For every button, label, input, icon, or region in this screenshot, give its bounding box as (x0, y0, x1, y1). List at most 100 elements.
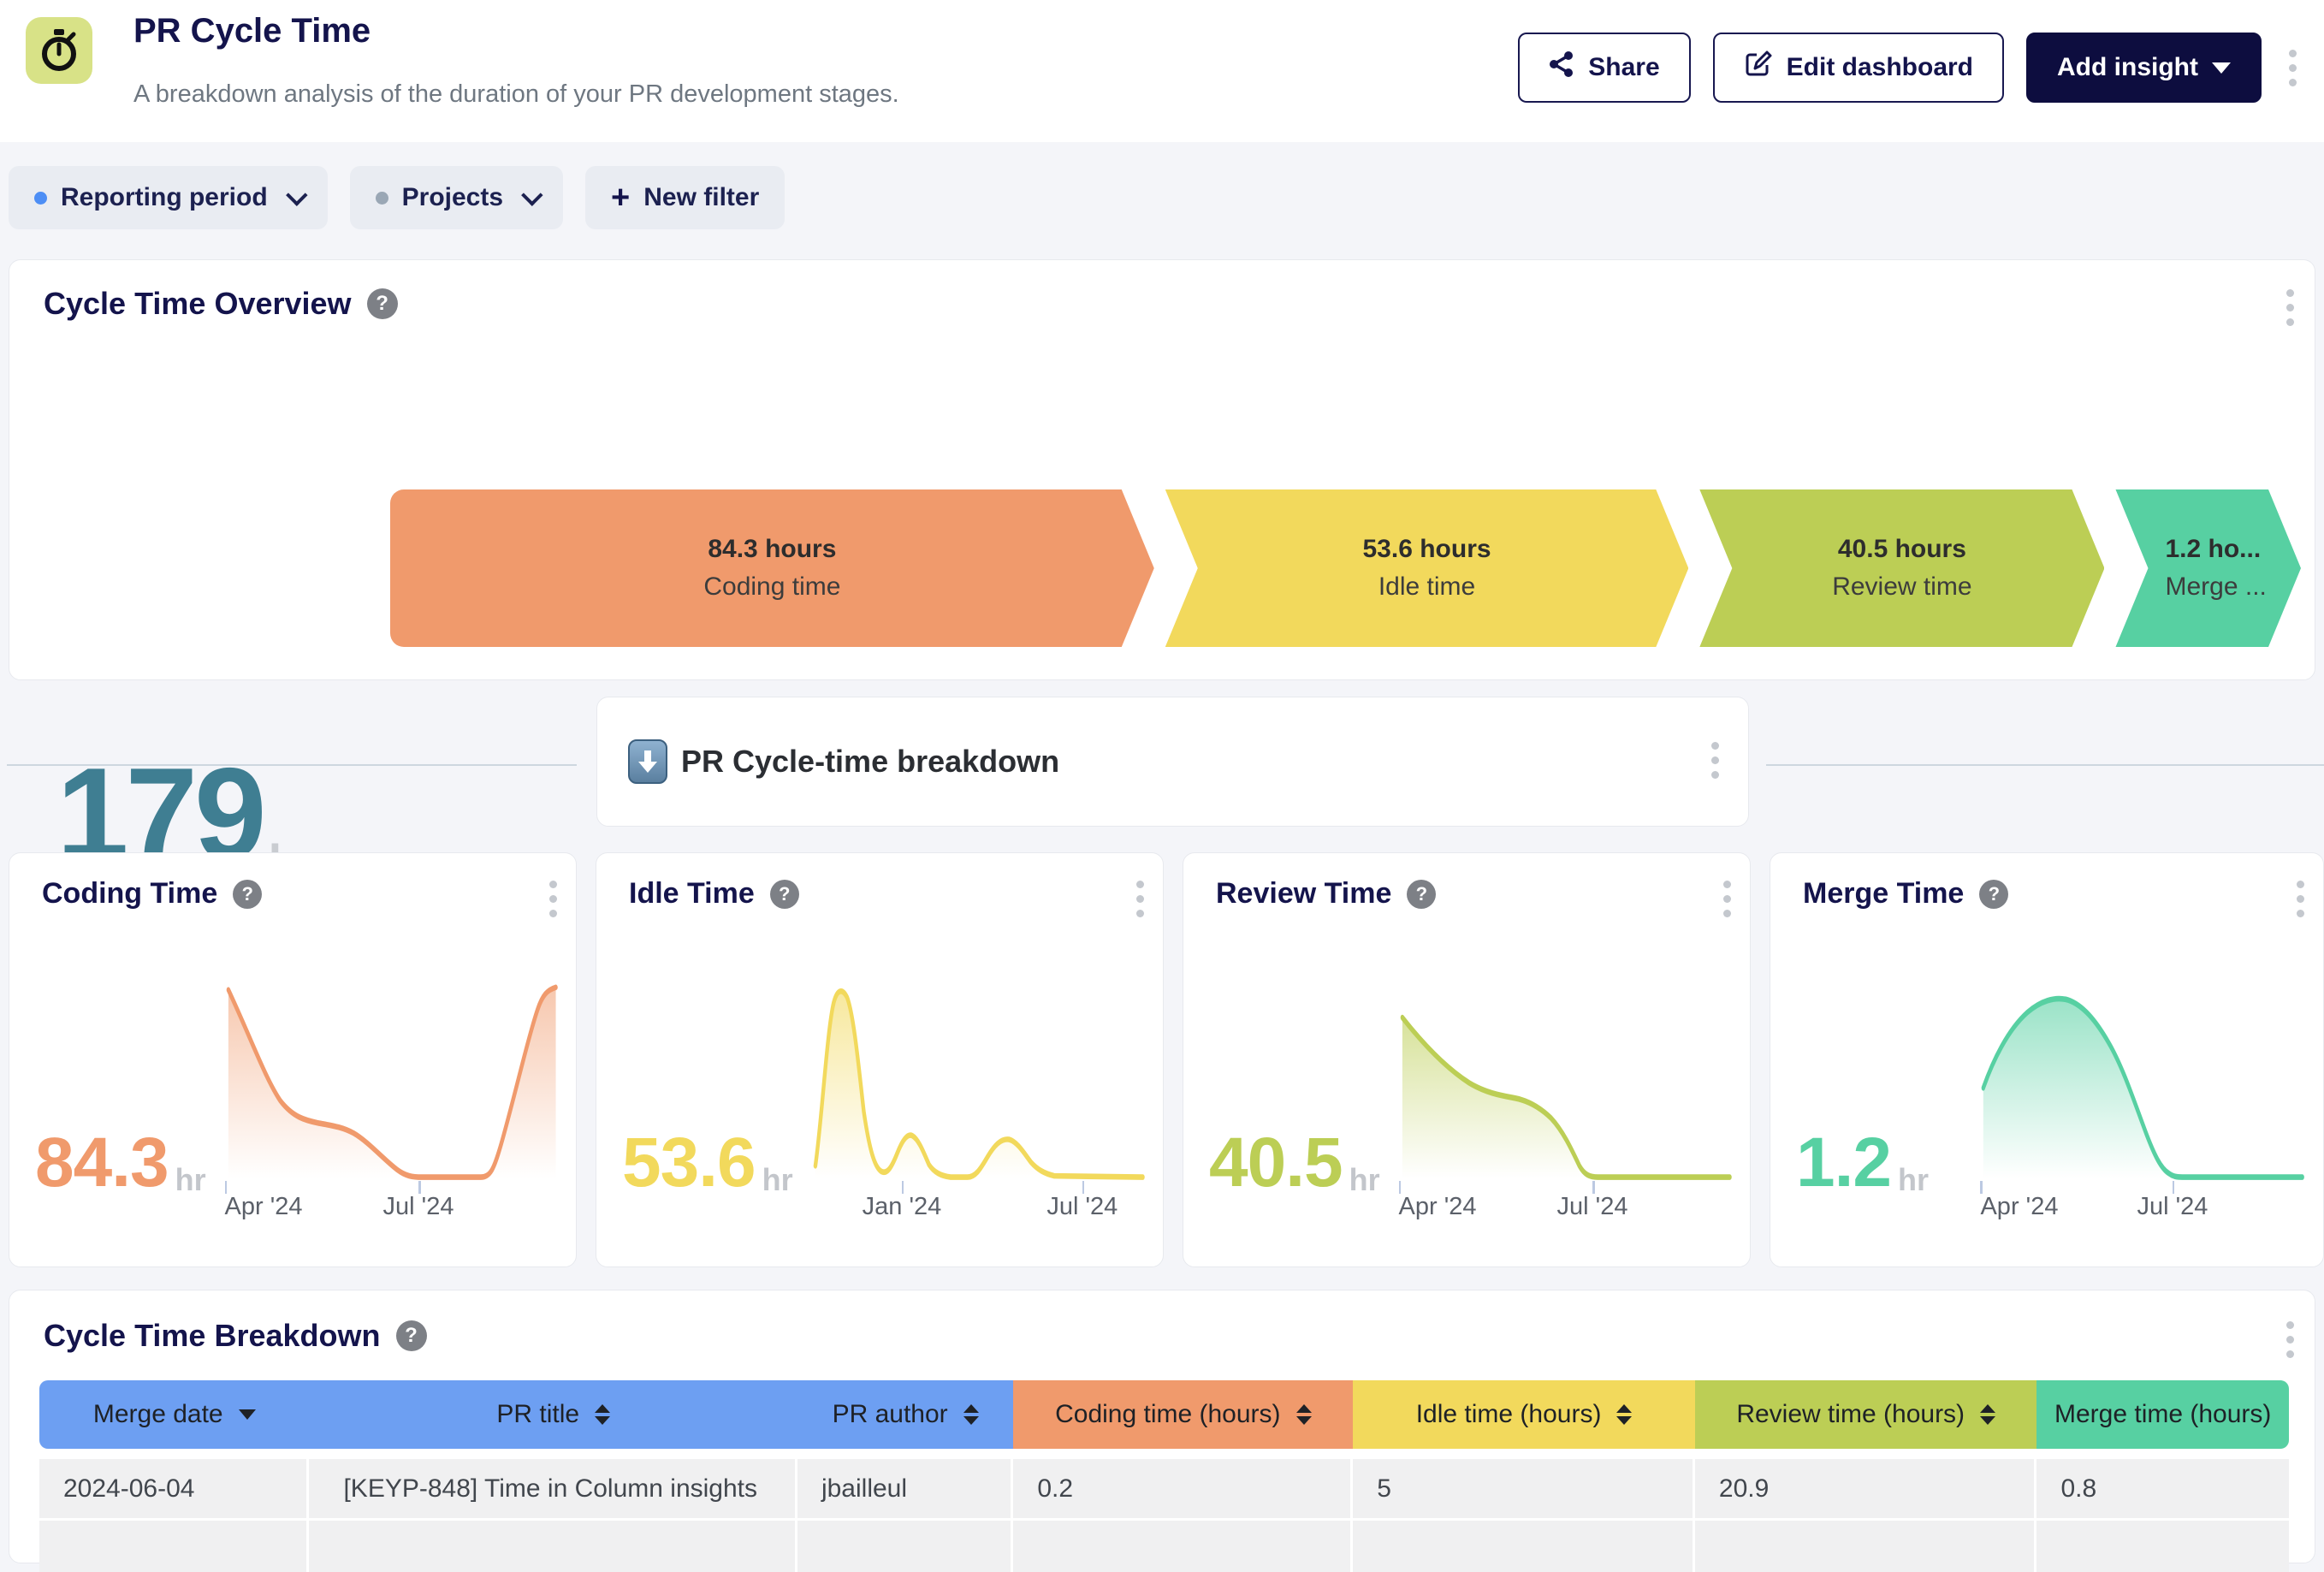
add-insight-label: Add insight (2057, 53, 2198, 82)
table-row-partial[interactable] (39, 1521, 2289, 1572)
sort-icon (595, 1404, 610, 1425)
cell-merge-date: 2024-06-04 (39, 1459, 309, 1518)
review-time-value-block: 40.5 hr (1209, 1123, 1380, 1203)
help-icon[interactable]: ? (1979, 880, 2008, 909)
stage-label: Merge ... (2165, 572, 2266, 602)
cell-pr-title: [KEYP-848] Time in Column insights (309, 1459, 797, 1518)
new-filter-label: New filter (643, 183, 759, 212)
cell-idle-time: 5 (1353, 1459, 1695, 1518)
axis-tick (1592, 1181, 1595, 1194)
merge-time-unit: hr (1898, 1162, 1929, 1203)
axis-tick-label: Jan '24 (863, 1193, 942, 1221)
divider-line (7, 764, 577, 766)
page-title: PR Cycle Time (133, 12, 371, 50)
column-header-merge-time[interactable]: Merge time (hours) (2036, 1380, 2288, 1449)
share-button[interactable]: Share (1518, 33, 1690, 103)
review-time-sparkline: Apr '24 Jul '24 (1399, 980, 1733, 1181)
column-label: PR title (496, 1400, 579, 1429)
cell-review-time: 20.9 (1695, 1459, 2037, 1518)
add-insight-button[interactable]: Add insight (2026, 33, 2262, 103)
overview-kebab-menu[interactable] (2281, 284, 2299, 331)
banner-title: PR Cycle-time breakdown (681, 744, 1059, 780)
column-label: Merge date (93, 1400, 223, 1429)
funnel-stage-review[interactable]: 40.5 hours Review time (1699, 489, 2104, 647)
funnel-stage-coding[interactable]: 84.3 hours Coding time (390, 489, 1154, 647)
funnel-stage-idle[interactable]: 53.6 hours Idle time (1165, 489, 1689, 647)
merge-time-kebab-menu[interactable] (2291, 875, 2309, 922)
sort-icon (1616, 1404, 1632, 1425)
edit-dashboard-button[interactable]: Edit dashboard (1713, 33, 2004, 103)
column-header-pr-title[interactable]: PR title (309, 1380, 797, 1449)
idle-time-unit: hr (762, 1162, 793, 1203)
stage-label: Coding time (703, 572, 840, 602)
cell-coding-time: 0.2 (1013, 1459, 1353, 1518)
filter-reporting-period[interactable]: Reporting period (9, 166, 328, 229)
column-header-review-time[interactable]: Review time (hours) (1695, 1380, 2037, 1449)
column-header-coding-time[interactable]: Coding time (hours) (1013, 1380, 1353, 1449)
axis-tick (2173, 1181, 2175, 1194)
cell-pr-author: jbailleul (797, 1459, 1013, 1518)
funnel-stage-merge[interactable]: 1.2 ho... Merge ... (2115, 489, 2301, 647)
column-header-idle-time[interactable]: Idle time (hours) (1353, 1380, 1695, 1449)
sort-desc-icon (239, 1409, 256, 1420)
top-bar: PR Cycle Time A breakdown analysis of th… (0, 0, 2324, 142)
review-time-value: 40.5 (1209, 1123, 1343, 1203)
cycle-time-breakdown-card: Cycle Time Breakdown ? Merge date PR tit… (9, 1290, 2315, 1563)
review-time-kebab-menu[interactable] (1718, 875, 1736, 922)
idle-time-kebab-menu[interactable] (1131, 875, 1149, 922)
edit-pencil-icon (1744, 50, 1773, 86)
sort-icon (963, 1404, 979, 1425)
column-label: Merge time (hours) (2054, 1400, 2271, 1429)
stage-label: Idle time (1378, 572, 1475, 602)
coding-time-kebab-menu[interactable] (544, 875, 562, 922)
coding-time-sparkline: Apr '24 Jul '24 (225, 980, 559, 1181)
coding-time-unit: hr (175, 1162, 206, 1203)
review-time-unit: hr (1349, 1162, 1380, 1203)
help-icon[interactable]: ? (1407, 880, 1436, 909)
filter-projects[interactable]: Projects (350, 166, 563, 229)
chevron-down-icon (2212, 62, 2231, 74)
merge-time-sparkline: Apr '24 Jul '24 (1980, 980, 2306, 1181)
down-arrow-emoji-icon (628, 739, 667, 784)
sort-icon (1980, 1404, 1995, 1425)
merge-time-value-block: 1.2 hr (1796, 1123, 1929, 1203)
table-row[interactable]: 2024-06-04 [KEYP-848] Time in Column ins… (39, 1459, 2289, 1518)
table-kebab-menu[interactable] (2281, 1316, 2299, 1363)
table-header-row: Merge date PR title PR author Coding tim… (39, 1380, 2289, 1449)
axis-tick (418, 1181, 421, 1194)
merge-time-title: Merge Time (1803, 877, 1964, 911)
help-icon[interactable]: ? (367, 288, 398, 319)
sort-icon (1296, 1404, 1312, 1425)
cycle-time-overview-card: Cycle Time Overview ? 179 hr 84.3 hours … (9, 259, 2315, 680)
active-filter-dot-icon (34, 192, 47, 205)
pr-cycle-time-breakdown-banner: PR Cycle-time breakdown (596, 697, 1749, 827)
filter-bar: Reporting period Projects + New filter (0, 142, 2324, 229)
coding-time-value: 84.3 (35, 1123, 169, 1203)
breakdown-table: Merge date PR title PR author Coding tim… (39, 1380, 2289, 1572)
column-header-merge-date[interactable]: Merge date (39, 1380, 309, 1449)
review-time-card: Review Time ? Apr '24 Jul '24 40.5 hr (1183, 852, 1751, 1267)
idle-time-value: 53.6 (622, 1123, 756, 1203)
idle-time-card: Idle Time ? Jan '24 Jul '24 53.6 hr (596, 852, 1164, 1267)
review-time-title: Review Time (1216, 877, 1391, 911)
new-filter-button[interactable]: + New filter (585, 166, 785, 229)
chevron-down-icon (286, 184, 307, 205)
idle-time-title: Idle Time (629, 877, 755, 911)
axis-tick (225, 1181, 228, 1194)
help-icon[interactable]: ? (770, 880, 799, 909)
column-header-pr-author[interactable]: PR author (797, 1380, 1013, 1449)
coding-time-title: Coding Time (42, 877, 217, 911)
filter-projects-label: Projects (402, 183, 503, 212)
banner-kebab-menu[interactable] (1706, 737, 1724, 784)
help-icon[interactable]: ? (233, 880, 262, 909)
table-title: Cycle Time Breakdown (44, 1318, 381, 1354)
coding-time-card: Coding Time ? Apr '24 Jul '24 84.3 hr (9, 852, 577, 1267)
merge-time-value: 1.2 (1796, 1123, 1891, 1203)
coding-time-value-block: 84.3 hr (35, 1123, 206, 1203)
idle-time-value-block: 53.6 hr (622, 1123, 793, 1203)
page-kebab-menu[interactable] (2284, 44, 2302, 92)
share-icon (1549, 50, 1574, 85)
plus-icon: + (611, 181, 630, 214)
inactive-filter-dot-icon (376, 192, 388, 205)
help-icon[interactable]: ? (396, 1320, 427, 1351)
